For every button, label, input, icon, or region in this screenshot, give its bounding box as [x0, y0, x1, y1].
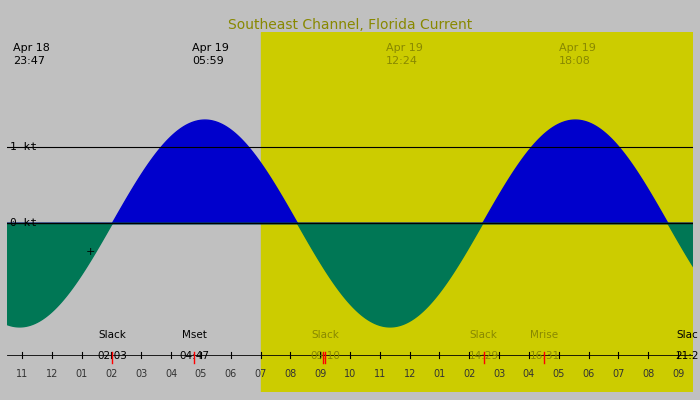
Text: 08: 08 — [642, 369, 654, 379]
Text: 02: 02 — [463, 369, 475, 379]
Text: 14:29: 14:29 — [468, 351, 498, 361]
Text: Apr 18
23:47: Apr 18 23:47 — [13, 44, 50, 66]
Text: 05: 05 — [552, 369, 565, 379]
Text: Mset: Mset — [182, 330, 206, 340]
Text: Slack: Slack — [312, 330, 340, 340]
Text: +: + — [86, 248, 95, 258]
Text: 10: 10 — [344, 369, 356, 379]
Bar — [260, 32, 700, 392]
Text: Apr 19
05:59: Apr 19 05:59 — [192, 44, 229, 66]
Text: 1 kt: 1 kt — [10, 142, 37, 152]
Text: 11: 11 — [374, 369, 386, 379]
Text: 12: 12 — [403, 369, 416, 379]
Text: 04: 04 — [165, 369, 177, 379]
Text: 03: 03 — [135, 369, 147, 379]
Text: 09: 09 — [314, 369, 326, 379]
Text: 06: 06 — [225, 369, 237, 379]
Text: 03: 03 — [493, 369, 505, 379]
Text: 07: 07 — [254, 369, 267, 379]
Text: 11: 11 — [16, 369, 28, 379]
Text: 07: 07 — [612, 369, 624, 379]
Text: Apr 19
18:08: Apr 19 18:08 — [559, 44, 596, 66]
Text: Apr 19
12:24: Apr 19 12:24 — [386, 44, 423, 66]
Title: Southeast Channel, Florida Current: Southeast Channel, Florida Current — [228, 18, 472, 32]
Text: 01: 01 — [76, 369, 88, 379]
Text: 08: 08 — [284, 369, 297, 379]
Text: 01: 01 — [433, 369, 446, 379]
Text: 09:10: 09:10 — [310, 351, 340, 361]
Text: 02:03: 02:03 — [97, 351, 127, 361]
Text: 12: 12 — [46, 369, 58, 379]
Text: Slac: Slac — [676, 330, 698, 340]
Text: 06: 06 — [582, 369, 595, 379]
Text: 02: 02 — [105, 369, 118, 379]
Text: 09: 09 — [672, 369, 684, 379]
Text: 16:31: 16:31 — [529, 351, 559, 361]
Text: 04: 04 — [523, 369, 535, 379]
Text: 05: 05 — [195, 369, 207, 379]
Text: 21:2: 21:2 — [676, 351, 699, 361]
Text: Slack: Slack — [98, 330, 126, 340]
Text: Slack: Slack — [470, 330, 498, 340]
Text: Mrise: Mrise — [531, 330, 559, 340]
Text: 04:47: 04:47 — [179, 351, 209, 361]
Text: 0 kt: 0 kt — [10, 218, 37, 228]
